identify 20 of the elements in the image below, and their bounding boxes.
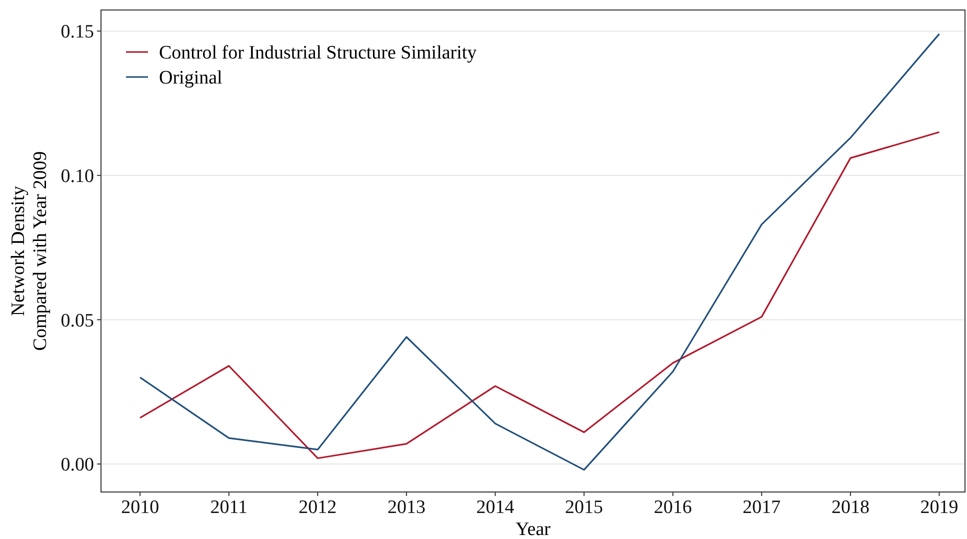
y-tick-label: 0.10 xyxy=(60,166,94,188)
y-tick-label: 0.15 xyxy=(60,22,94,43)
line-series xyxy=(139,131,940,460)
y-tick-label: 0.00 xyxy=(60,454,94,476)
y-axis-title: Network Density Compared with Year 2009 xyxy=(8,151,51,351)
x-tick-label: 2018 xyxy=(831,497,870,518)
x-tick-label: 2011 xyxy=(210,497,248,518)
line-series xyxy=(139,33,940,471)
y-tick-label: 0.05 xyxy=(60,310,94,332)
x-tick-label: 2012 xyxy=(298,497,337,518)
legend-label: Control for Industrial Structure Similarity xyxy=(159,42,478,64)
legend-label: Original xyxy=(159,68,222,89)
x-tick-label: 2013 xyxy=(387,497,426,518)
x-tick-label: 2016 xyxy=(654,497,692,518)
x-tick-label: 2015 xyxy=(565,497,604,518)
x-axis-title: Year xyxy=(515,519,552,539)
x-tick-label: 2017 xyxy=(742,497,781,518)
x-tick-label: 2019 xyxy=(920,497,958,518)
x-tick-label: 2014 xyxy=(476,497,515,518)
x-tick-label: 2010 xyxy=(121,497,160,518)
